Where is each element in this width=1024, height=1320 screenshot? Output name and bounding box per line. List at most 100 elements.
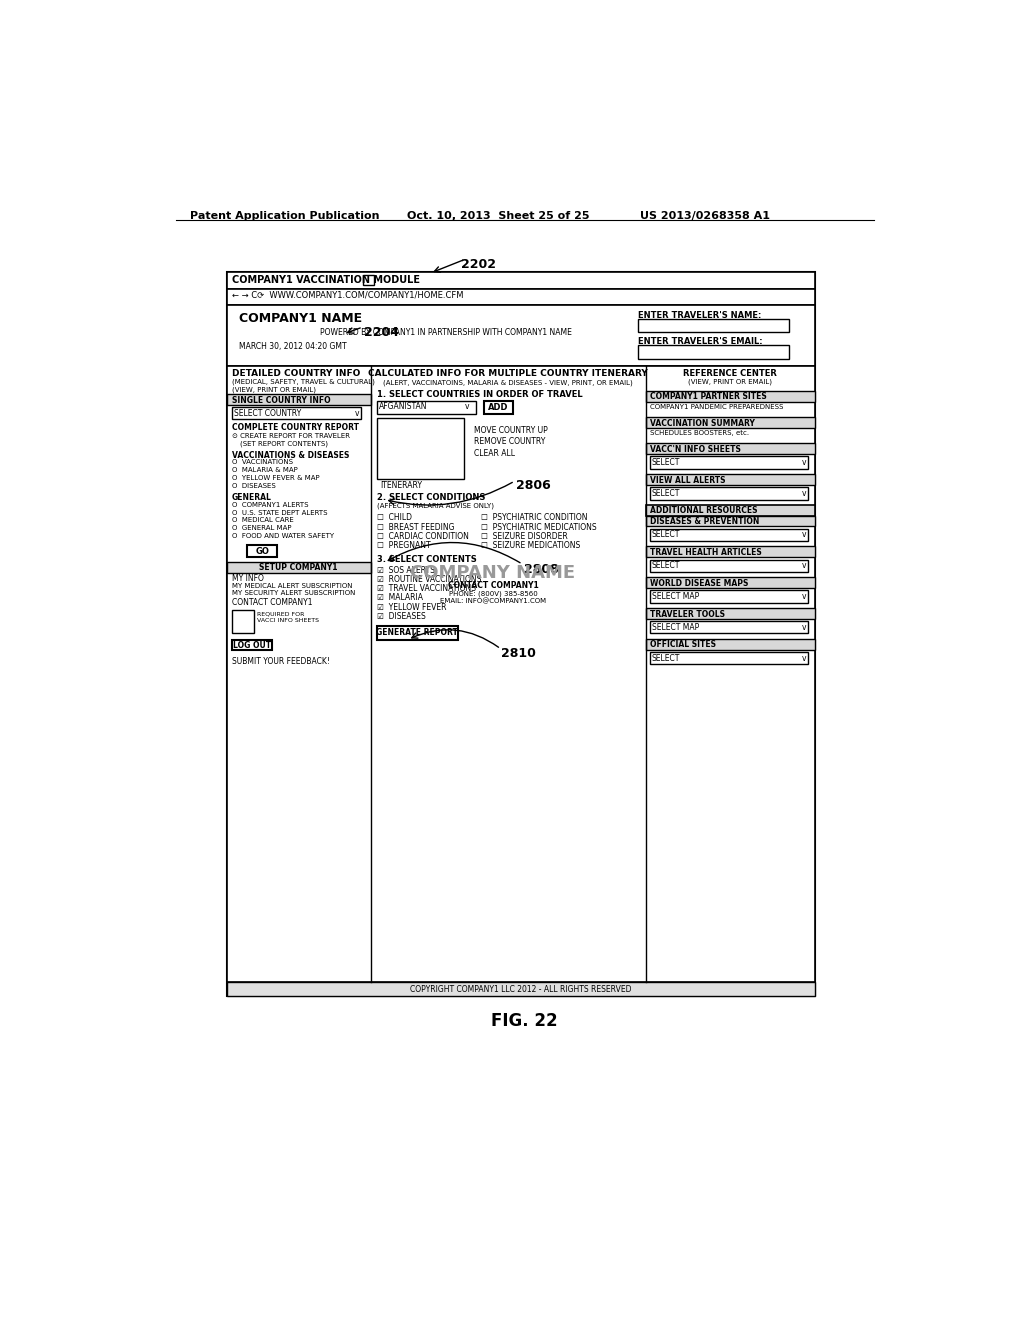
Text: ☐  SEIZURE MEDICATIONS: ☐ SEIZURE MEDICATIONS <box>481 541 581 550</box>
Text: ☑  SOS ALERTS: ☑ SOS ALERTS <box>377 566 434 574</box>
Text: SINGLE COUNTRY INFO: SINGLE COUNTRY INFO <box>231 396 331 404</box>
Bar <box>638 345 790 359</box>
Text: ☑  TRAVEL VACCINATIONS: ☑ TRAVEL VACCINATIONS <box>377 585 476 593</box>
Bar <box>649 529 808 541</box>
Text: OFFICIAL SITES: OFFICIAL SITES <box>649 640 716 649</box>
Text: ☑  DISEASES: ☑ DISEASES <box>377 612 426 620</box>
Text: SCHEDULES BOOSTERS, etc.: SCHEDULES BOOSTERS, etc. <box>649 430 749 436</box>
Text: SELECT MAP: SELECT MAP <box>652 591 699 601</box>
Text: ☑  ROUTINE VACCINATIONS: ☑ ROUTINE VACCINATIONS <box>377 576 481 583</box>
Text: (SET REPORT CONTENTS): (SET REPORT CONTENTS) <box>240 441 328 446</box>
Text: ADDITIONAL RESOURCES: ADDITIONAL RESOURCES <box>649 507 757 515</box>
Text: CONTACT COMPANY1: CONTACT COMPANY1 <box>447 581 539 590</box>
Bar <box>377 418 464 479</box>
Bar <box>646 577 815 589</box>
Text: v: v <box>802 531 807 540</box>
Text: GENERAL: GENERAL <box>231 494 271 503</box>
Text: ☐  PSYCHIATRIC CONDITION: ☐ PSYCHIATRIC CONDITION <box>481 513 588 523</box>
Text: v: v <box>464 403 469 412</box>
Text: REQUIRED FOR
VACCI INFO SHEETS: REQUIRED FOR VACCI INFO SHEETS <box>257 612 318 623</box>
Text: ☐  CARDIAC CONDITION: ☐ CARDIAC CONDITION <box>377 532 469 541</box>
Text: FIG. 22: FIG. 22 <box>492 1011 558 1030</box>
Text: COMPANY1 PANDEMIC PREPAREDNESS: COMPANY1 PANDEMIC PREPAREDNESS <box>649 404 783 411</box>
Text: ☐  BREAST FEEDING: ☐ BREAST FEEDING <box>377 523 455 532</box>
Text: O  DISEASES: O DISEASES <box>231 483 275 488</box>
Bar <box>227 272 815 289</box>
Text: MOVE COUNTRY UP: MOVE COUNTRY UP <box>474 425 548 434</box>
Text: GENERATE REPORT: GENERATE REPORT <box>376 628 458 638</box>
Text: CONTACT COMPANY1: CONTACT COMPANY1 <box>231 598 312 607</box>
Text: v: v <box>355 409 359 417</box>
Text: 2204: 2204 <box>365 326 399 339</box>
Text: DISEASES & PREVENTION: DISEASES & PREVENTION <box>649 517 759 527</box>
Text: MY INFO: MY INFO <box>231 574 264 583</box>
Text: v: v <box>802 591 807 601</box>
Text: 2202: 2202 <box>461 259 497 272</box>
Text: VACCINATION SUMMARY: VACCINATION SUMMARY <box>649 418 755 428</box>
Text: MY SECURITY ALERT SUBSCRIPTION: MY SECURITY ALERT SUBSCRIPTION <box>231 590 355 597</box>
Bar <box>227 367 815 982</box>
Text: ENTER TRAVELER'S NAME:: ENTER TRAVELER'S NAME: <box>638 312 761 319</box>
Text: SELECT MAP: SELECT MAP <box>652 623 699 632</box>
Text: REMOVE COUNTRY: REMOVE COUNTRY <box>474 437 545 446</box>
Text: O  MEDICAL CARE: O MEDICAL CARE <box>231 517 294 523</box>
Text: PHONE: (800V) 385-8560: PHONE: (800V) 385-8560 <box>449 590 538 597</box>
Bar <box>646 391 815 401</box>
Text: v: v <box>802 561 807 570</box>
Bar <box>646 417 815 428</box>
Text: WORLD DISEASE MAPS: WORLD DISEASE MAPS <box>649 578 748 587</box>
Bar <box>649 622 808 634</box>
Text: SELECT: SELECT <box>652 458 680 467</box>
Text: VIEW ALL ALERTS: VIEW ALL ALERTS <box>649 475 725 484</box>
Text: ITENERARY: ITENERARY <box>381 480 423 490</box>
Text: (VIEW, PRINT OR EMAIL): (VIEW, PRINT OR EMAIL) <box>688 379 772 385</box>
Text: O  U.S. STATE DEPT ALERTS: O U.S. STATE DEPT ALERTS <box>231 510 328 516</box>
Bar <box>649 560 808 572</box>
Text: COMPLETE COUNTRY REPORT: COMPLETE COUNTRY REPORT <box>231 424 358 432</box>
Text: ☐  PREGNANT: ☐ PREGNANT <box>377 541 430 550</box>
Text: v: v <box>802 458 807 467</box>
Bar <box>649 457 808 469</box>
Text: US 2013/0268358 A1: US 2013/0268358 A1 <box>640 211 769 220</box>
Text: SELECT: SELECT <box>652 653 680 663</box>
Bar <box>646 474 815 484</box>
Text: SETUP COMPANY1: SETUP COMPANY1 <box>259 564 338 573</box>
Bar <box>646 516 815 527</box>
Bar <box>227 305 815 367</box>
Bar <box>646 546 815 557</box>
Text: ☐  CHILD: ☐ CHILD <box>377 513 412 523</box>
Text: (ALERT, VACCINATOINS, MALARIA & DISEASES - VIEW, PRINT, OR EMAIL): (ALERT, VACCINATOINS, MALARIA & DISEASES… <box>383 379 633 385</box>
Text: 3. SELECT CONTENTS: 3. SELECT CONTENTS <box>377 554 476 564</box>
Text: O  COMPANY1 ALERTS: O COMPANY1 ALERTS <box>231 502 308 508</box>
Text: COMPANY NAME: COMPANY NAME <box>411 564 575 582</box>
Text: POWERED BY COMPANY1 IN PARTNERSHIP WITH COMPANY1 NAME: POWERED BY COMPANY1 IN PARTNERSHIP WITH … <box>321 327 572 337</box>
Bar <box>646 506 815 516</box>
Bar <box>649 652 808 664</box>
Text: VACCINATIONS & DISEASES: VACCINATIONS & DISEASES <box>231 451 349 459</box>
Bar <box>227 562 371 573</box>
Text: MY MEDICAL ALERT SUBSCRIPTION: MY MEDICAL ALERT SUBSCRIPTION <box>231 582 352 589</box>
Bar <box>227 289 815 305</box>
Bar <box>227 272 815 997</box>
Bar <box>377 626 458 640</box>
Text: TRAVEL HEALTH ARTICLES: TRAVEL HEALTH ARTICLES <box>649 548 761 557</box>
Text: SELECT COUNTRY: SELECT COUNTRY <box>234 409 301 417</box>
Text: CALCULATED INFO FOR MULTIPLE COUNTRY ITENERARY: CALCULATED INFO FOR MULTIPLE COUNTRY ITE… <box>368 370 647 379</box>
Bar <box>362 276 374 285</box>
Text: ⊙ CREATE REPORT FOR TRAVELER: ⊙ CREATE REPORT FOR TRAVELER <box>231 433 350 438</box>
Bar <box>231 610 254 634</box>
Text: COMPANY1 NAME: COMPANY1 NAME <box>239 313 361 326</box>
Text: ☐  SEIZURE DISORDER: ☐ SEIZURE DISORDER <box>481 532 568 541</box>
Text: ☑  MALARIA: ☑ MALARIA <box>377 594 423 602</box>
Text: ADD: ADD <box>488 404 509 412</box>
Text: SUBMIT YOUR FEEDBACK!: SUBMIT YOUR FEEDBACK! <box>231 656 330 665</box>
Text: REFERENCE CENTER: REFERENCE CENTER <box>683 370 777 379</box>
Bar <box>649 487 808 499</box>
Text: ENTER TRAVELER'S EMAIL:: ENTER TRAVELER'S EMAIL: <box>638 337 763 346</box>
Bar <box>646 444 815 454</box>
Text: SELECT: SELECT <box>652 561 680 570</box>
Text: COMPANY1 VACCINATION MODULE: COMPANY1 VACCINATION MODULE <box>231 276 420 285</box>
Text: (MEDICAL, SAFETY, TRAVEL & CULTURAL): (MEDICAL, SAFETY, TRAVEL & CULTURAL) <box>231 379 375 385</box>
Text: ☑  YELLOW FEVER: ☑ YELLOW FEVER <box>377 603 446 611</box>
Text: 2806: 2806 <box>516 479 551 492</box>
